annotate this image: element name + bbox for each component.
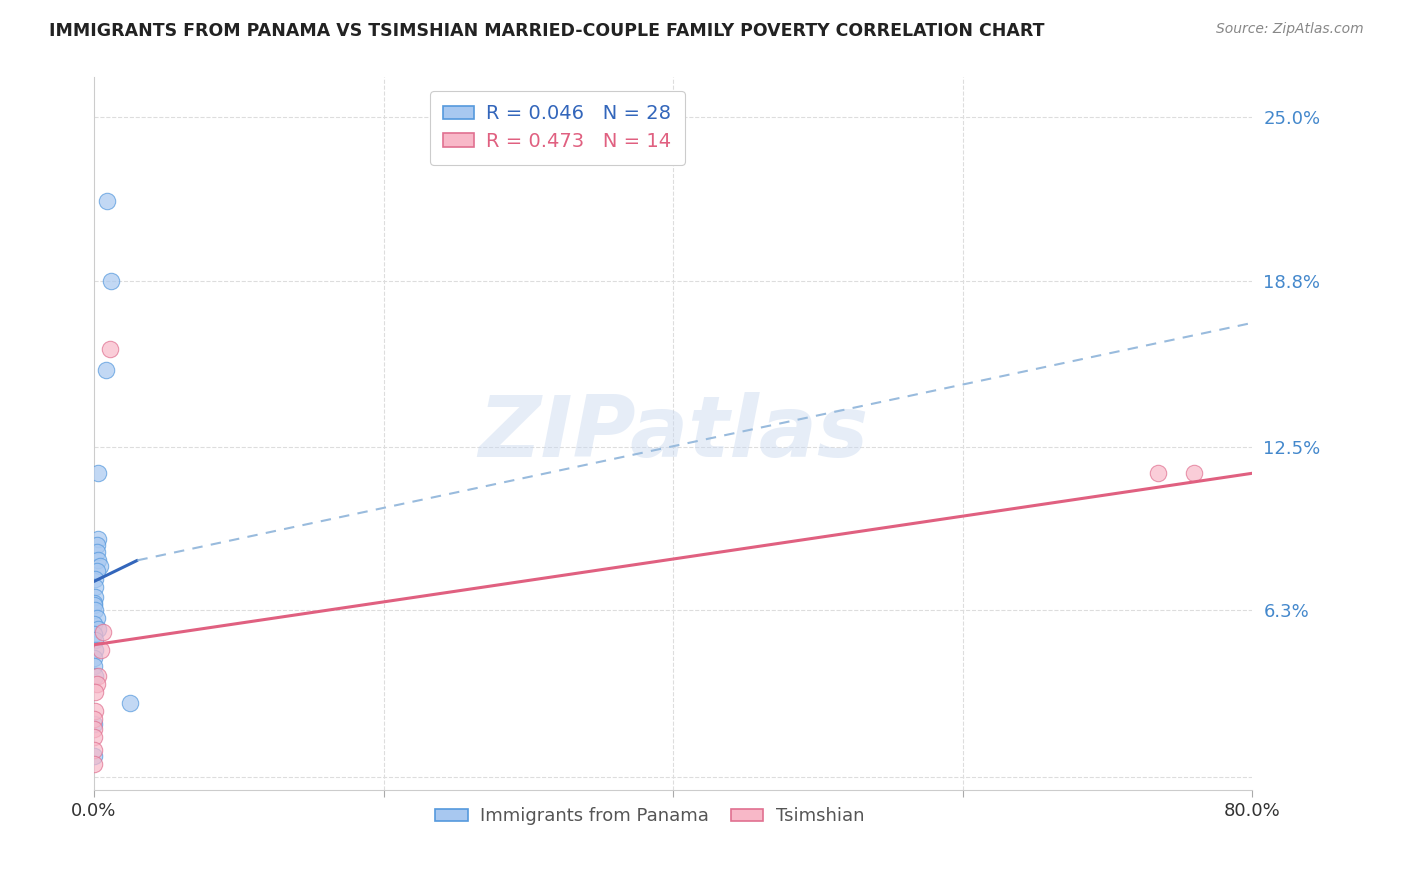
Point [83, 651, 105, 665]
Point [84, 632, 107, 647]
Point [83, 596, 105, 610]
Point [83, 712, 105, 726]
Point [87, 669, 110, 683]
Point [100, 274, 122, 288]
Point [87, 622, 110, 636]
Point [120, 696, 142, 710]
Point [84, 643, 107, 657]
Point [83, 756, 105, 771]
Point [87, 533, 110, 547]
Point [83, 659, 105, 673]
Point [94, 363, 117, 377]
Point [83, 627, 105, 641]
Point [83, 717, 105, 731]
Point [98, 343, 121, 357]
Point [86, 677, 108, 691]
Point [86, 611, 108, 625]
Point [87, 553, 110, 567]
Point [84, 669, 107, 683]
Point [1184, 467, 1206, 481]
Point [84, 580, 107, 594]
Point [84, 603, 107, 617]
Point [86, 545, 108, 559]
Point [1147, 467, 1170, 481]
Point [89, 558, 111, 573]
Point [83, 723, 105, 737]
Point [84, 685, 107, 699]
Point [84, 572, 107, 586]
Point [83, 748, 105, 763]
Point [86, 564, 108, 578]
Text: IMMIGRANTS FROM PANAMA VS TSIMSHIAN MARRIED-COUPLE FAMILY POVERTY CORRELATION CH: IMMIGRANTS FROM PANAMA VS TSIMSHIAN MARR… [49, 22, 1045, 40]
Point [83, 598, 105, 612]
Text: Source: ZipAtlas.com: Source: ZipAtlas.com [1216, 22, 1364, 37]
Point [86, 537, 108, 551]
Point [83, 743, 105, 757]
Point [91, 624, 114, 639]
Point [84, 704, 107, 718]
Point [90, 643, 112, 657]
Point [83, 730, 105, 744]
Point [87, 467, 110, 481]
Legend: Immigrants from Panama, Tsimshian: Immigrants from Panama, Tsimshian [426, 798, 873, 834]
Text: ZIPatlas: ZIPatlas [478, 392, 869, 475]
Point [96, 194, 118, 209]
Point [83, 616, 105, 631]
Point [84, 591, 107, 605]
